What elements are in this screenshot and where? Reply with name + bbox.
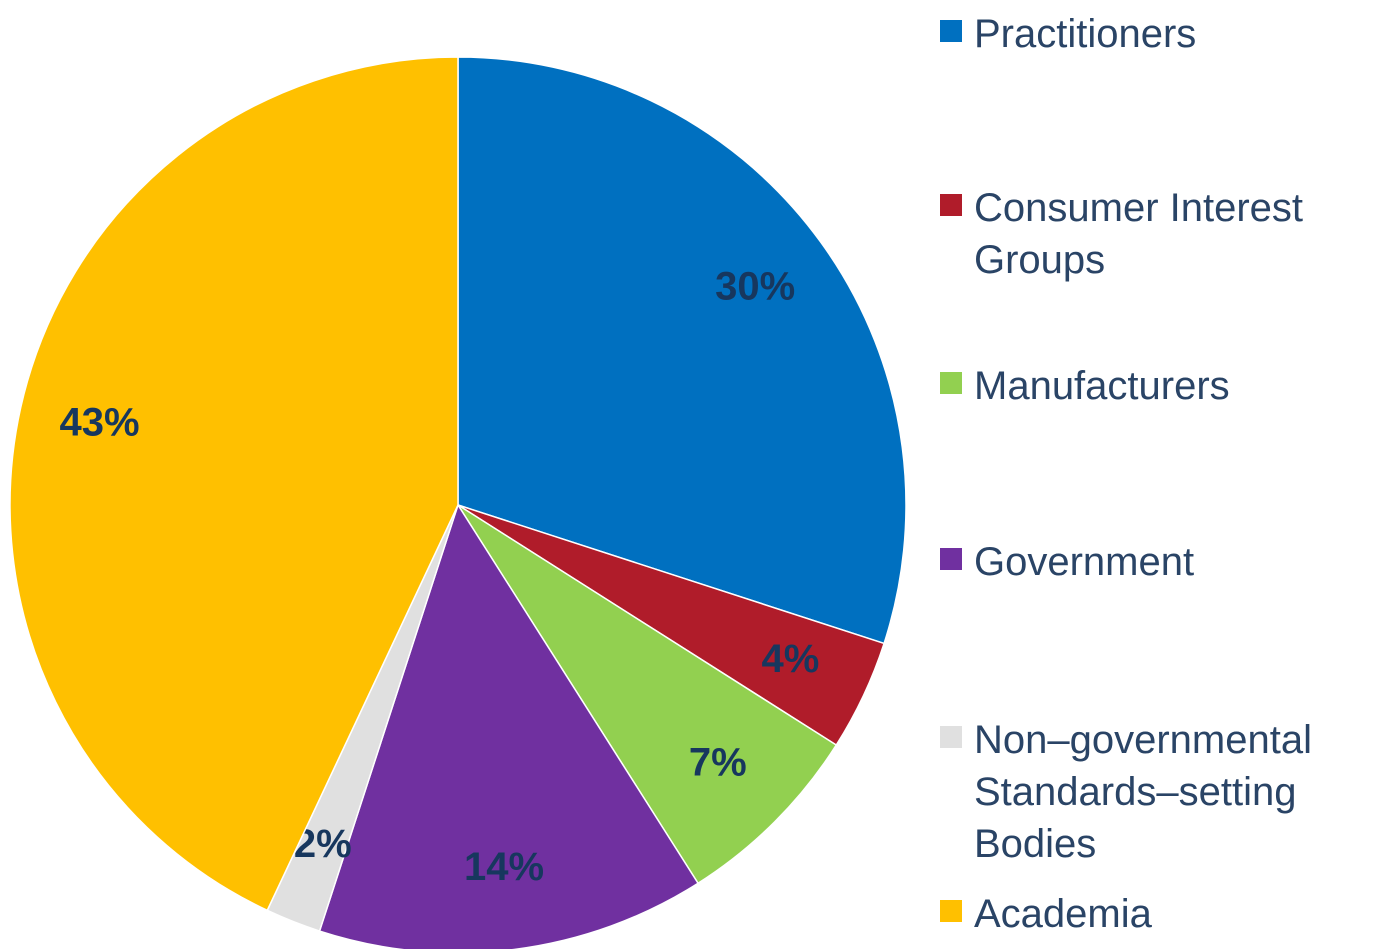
legend-label: Practitioners xyxy=(974,12,1197,56)
legend-swatch xyxy=(940,194,962,216)
data-label: 30% xyxy=(715,265,795,309)
legend-swatch xyxy=(940,726,962,748)
legend-item: Practitioners xyxy=(940,8,1380,60)
pie-slice xyxy=(318,503,700,949)
pie-slice xyxy=(457,504,838,885)
data-label: 4% xyxy=(761,637,819,681)
legend-label: Non–governmental Standards–setting Bodie… xyxy=(974,718,1312,866)
legend-item: Consumer Interest Groups xyxy=(940,182,1380,286)
pie-slice xyxy=(457,56,907,645)
legend-item: Government xyxy=(940,536,1380,588)
data-label: 14% xyxy=(464,845,544,889)
legend-item: Manufacturers xyxy=(940,360,1380,412)
legend-label: Academia xyxy=(974,892,1152,936)
pie: 30%4%7%14%2%43% xyxy=(9,56,907,949)
legend-swatch xyxy=(940,900,962,922)
data-label: 7% xyxy=(689,740,747,784)
legend-item: Non–governmental Standards–setting Bodie… xyxy=(940,714,1380,870)
pie-slice xyxy=(9,56,459,912)
legend-label: Government xyxy=(974,540,1195,584)
data-label: 43% xyxy=(59,400,139,444)
legend-label: Manufacturers xyxy=(974,364,1230,408)
legend-item: Academia xyxy=(940,888,1380,940)
legend-swatch xyxy=(940,548,962,570)
legend-swatch xyxy=(940,372,962,394)
legend-label: Consumer Interest Groups xyxy=(974,186,1304,282)
legend-swatch xyxy=(940,20,962,42)
